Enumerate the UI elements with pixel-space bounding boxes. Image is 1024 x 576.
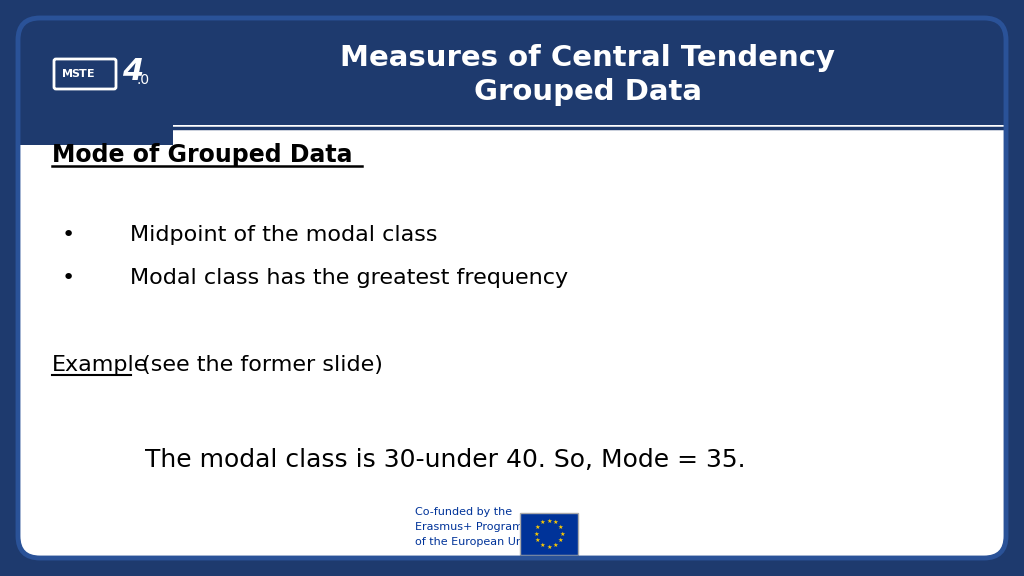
Text: Co-funded by the: Co-funded by the bbox=[415, 507, 512, 517]
Text: ★: ★ bbox=[540, 520, 546, 525]
Text: Measures of Central Tendency: Measures of Central Tendency bbox=[341, 44, 836, 72]
Text: Modal class has the greatest frequency: Modal class has the greatest frequency bbox=[130, 268, 568, 288]
Text: Midpoint of the modal class: Midpoint of the modal class bbox=[130, 225, 437, 245]
Text: ★: ★ bbox=[546, 518, 552, 524]
Bar bbox=[520, 513, 578, 555]
Text: S: S bbox=[71, 69, 79, 79]
Text: ★: ★ bbox=[559, 532, 565, 536]
Text: 4: 4 bbox=[122, 58, 143, 86]
Text: Mode of Grouped Data: Mode of Grouped Data bbox=[52, 143, 352, 167]
Text: T: T bbox=[79, 69, 87, 79]
Text: ★: ★ bbox=[540, 543, 546, 548]
FancyBboxPatch shape bbox=[18, 18, 173, 145]
Text: E: E bbox=[87, 69, 94, 79]
Bar bbox=[18, 103, 1006, 125]
Text: Erasmus+ Programme: Erasmus+ Programme bbox=[415, 522, 541, 532]
FancyBboxPatch shape bbox=[18, 18, 1006, 558]
Text: ★: ★ bbox=[557, 525, 563, 530]
Text: Grouped Data: Grouped Data bbox=[474, 78, 702, 106]
Text: (see the former slide): (see the former slide) bbox=[135, 355, 383, 375]
Text: ★: ★ bbox=[557, 538, 563, 543]
Text: ★: ★ bbox=[546, 544, 552, 550]
Text: •: • bbox=[61, 225, 75, 245]
Text: ★: ★ bbox=[553, 520, 558, 525]
Text: ★: ★ bbox=[553, 543, 558, 548]
Text: M: M bbox=[62, 69, 73, 79]
Text: ★: ★ bbox=[535, 538, 541, 543]
FancyBboxPatch shape bbox=[6, 6, 1018, 570]
Text: •: • bbox=[61, 268, 75, 288]
FancyBboxPatch shape bbox=[18, 18, 1006, 125]
Bar bbox=[130, 18, 173, 145]
Text: ★: ★ bbox=[534, 532, 539, 536]
Text: .0: .0 bbox=[136, 73, 150, 87]
Bar bbox=[18, 123, 173, 145]
Text: ★: ★ bbox=[535, 525, 541, 530]
Text: of the European Union: of the European Union bbox=[415, 537, 540, 547]
Text: The modal class is 30-under 40. So, Mode = 35.: The modal class is 30-under 40. So, Mode… bbox=[145, 448, 745, 472]
Text: Example: Example bbox=[52, 355, 148, 375]
